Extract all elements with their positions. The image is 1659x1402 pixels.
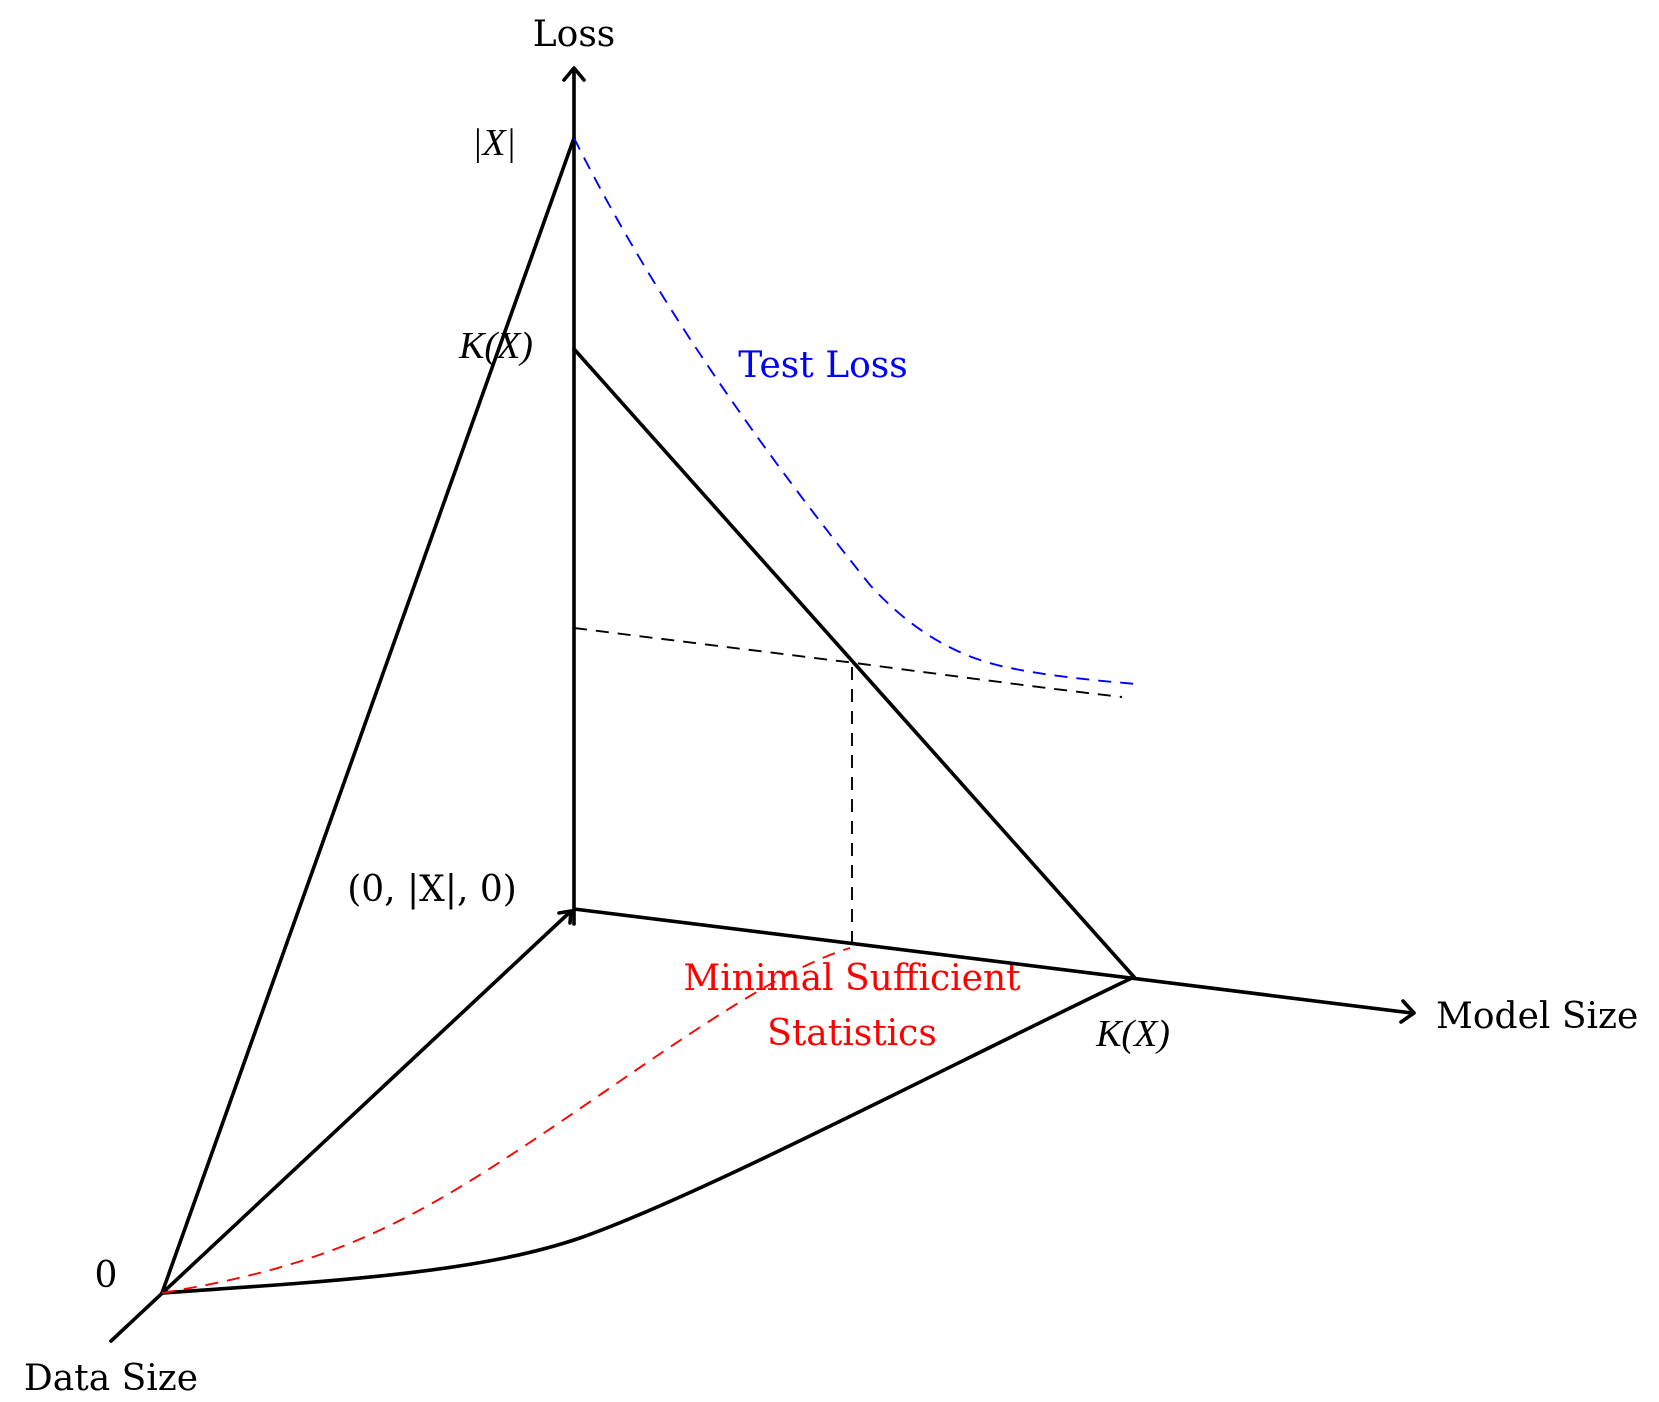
- corner-point-label: (0, |X|, 0): [347, 869, 517, 910]
- minimal-sufficient-statistics-curve: [161, 947, 851, 1294]
- kx-loss-tick-label: K(X): [458, 325, 533, 367]
- bottom-boundary-curve: [160, 975, 1136, 1295]
- loss-axis-arrowhead: [562, 66, 586, 82]
- model-size-axis: [572, 907, 1414, 1015]
- model-size-axis-arrowhead: [1399, 999, 1416, 1024]
- edge-origin-to-abs-x: [160, 136, 576, 1295]
- loss-axis-label: Loss: [533, 14, 616, 55]
- test-loss-label: Test Loss: [738, 345, 907, 386]
- data-size-axis-label: Data Size: [24, 1358, 198, 1399]
- origin-label: 0: [95, 1255, 118, 1296]
- minimal-stats-label-line1: Minimal Sufficient: [683, 958, 1021, 999]
- test-loss-curve: [573, 137, 1137, 685]
- data-size-axis: [109, 910, 572, 1343]
- model-size-axis-label: Model Size: [1436, 996, 1638, 1037]
- edge-kx-loss-to-kx-model: [572, 347, 1136, 979]
- kx-model-tick-label: K(X): [1095, 1013, 1170, 1055]
- dashed-loss-level-line: [573, 627, 1123, 698]
- minimal-stats-label-line2: Statistics: [767, 1013, 937, 1054]
- data-size-axis-arrowhead: [557, 909, 573, 925]
- abs-x-tick-label: |X|: [472, 122, 516, 164]
